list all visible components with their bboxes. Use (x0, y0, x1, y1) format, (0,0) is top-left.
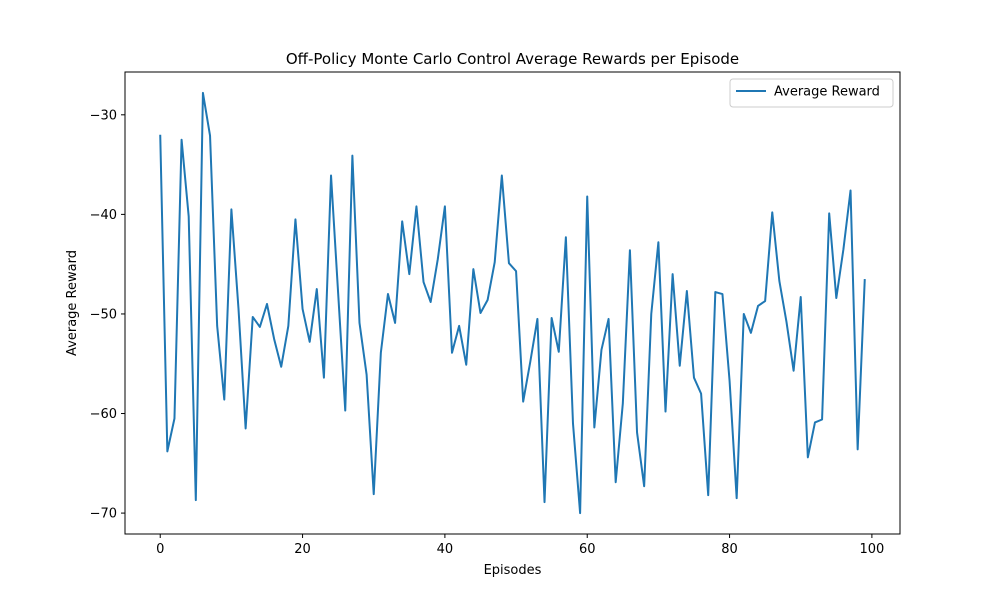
y-axis-ticks: −30 −40 −50 −60 −70 (90, 108, 125, 522)
y-axis-label: Average Reward (65, 250, 80, 356)
y-tick-label--70: −70 (90, 507, 117, 522)
x-tick-label-80: 80 (721, 542, 738, 557)
chart-title: Off-Policy Monte Carlo Control Average R… (286, 50, 739, 68)
x-axis-label: Episodes (484, 563, 542, 578)
plot-area (125, 72, 900, 534)
y-tick-label--30: −30 (90, 108, 117, 123)
legend-box (729, 78, 894, 108)
series-layer (159, 91, 866, 515)
x-tick-label-0: 0 (156, 542, 164, 557)
x-tick-label-60: 60 (579, 542, 596, 557)
axes-background (125, 72, 900, 534)
y-tick-label--60: −60 (90, 407, 117, 422)
y-tick-label--50: −50 (90, 307, 117, 322)
series-line-average-reward (159, 91, 866, 515)
legend-label-average-reward: Average Reward (774, 85, 880, 100)
x-tick-label-20: 20 (294, 542, 311, 557)
x-tick-label-100: 100 (859, 542, 884, 557)
y-tick-label--40: −40 (90, 208, 117, 223)
legend: Average Reward (729, 78, 894, 108)
x-axis-ticks: 0 20 40 60 80 100 (156, 534, 884, 557)
x-tick-label-40: 40 (437, 542, 454, 557)
axes-frame (124, 71, 901, 535)
